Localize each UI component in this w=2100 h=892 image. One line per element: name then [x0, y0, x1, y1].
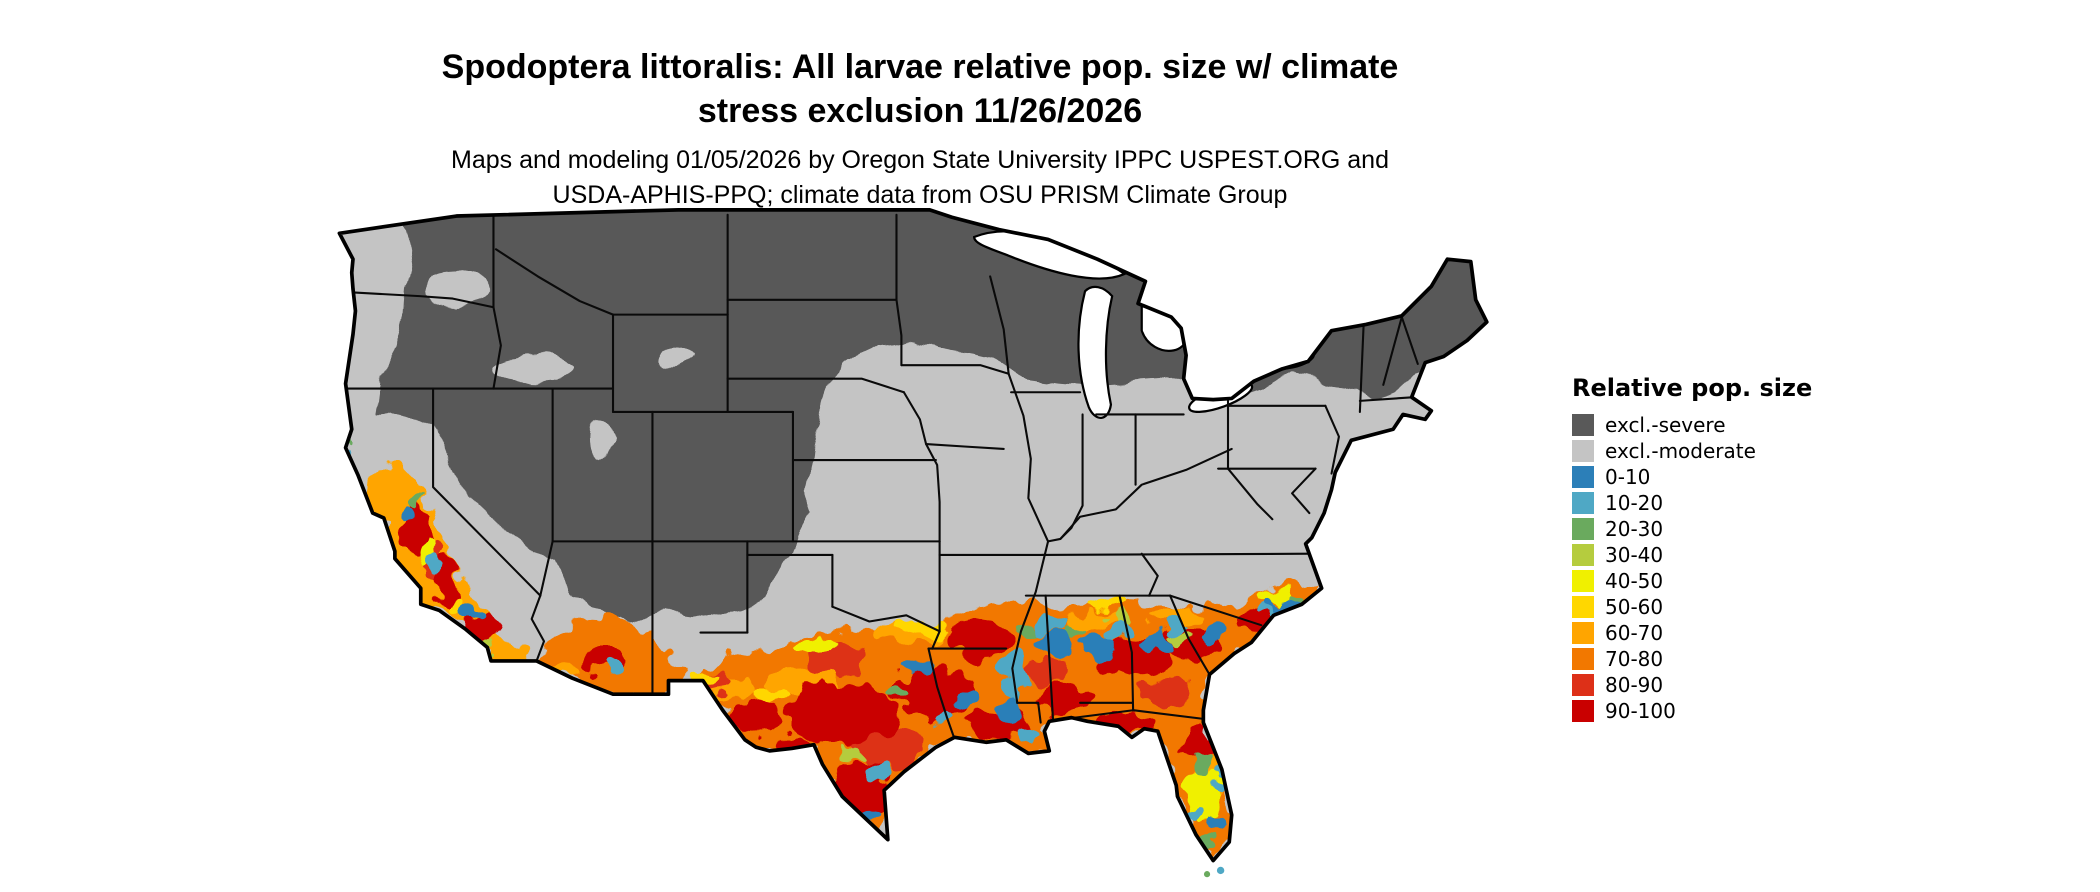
- map-subtitle-line2: USDA-APHIS-PPQ; climate data from OSU PR…: [552, 180, 1288, 209]
- legend-item: 0-10: [1572, 465, 1812, 489]
- legend-swatch: [1572, 674, 1594, 696]
- legend-item: 60-70: [1572, 621, 1812, 645]
- legend-items: excl.-severe excl.-moderate 0-10 10-20 20-30…: [1572, 413, 1812, 723]
- legend-swatch: [1572, 466, 1594, 488]
- legend-swatch: [1572, 414, 1594, 436]
- legend-label: 20-30: [1605, 517, 1664, 541]
- legend-label: 60-70: [1605, 621, 1664, 645]
- map-title-line1: Spodoptera littoralis: All larvae relati…: [441, 47, 1399, 86]
- legend-swatch: [1572, 648, 1594, 670]
- us-map: [337, 208, 1489, 878]
- legend-label: 50-60: [1605, 595, 1664, 619]
- legend-item: 70-80: [1572, 647, 1812, 671]
- legend-label: excl.-moderate: [1605, 439, 1756, 463]
- legend-label: 0-10: [1605, 465, 1651, 489]
- legend-label: 10-20: [1605, 491, 1664, 515]
- legend-item: 50-60: [1572, 595, 1812, 619]
- legend-item: 10-20: [1572, 491, 1812, 515]
- legend-swatch: [1572, 570, 1594, 592]
- legend: Relative pop. size excl.-severe excl.-mod…: [1572, 374, 1812, 726]
- legend-swatch: [1572, 596, 1594, 618]
- legend-item: 40-50: [1572, 569, 1812, 593]
- legend-title: Relative pop. size: [1572, 374, 1813, 402]
- legend-label: 70-80: [1605, 647, 1664, 671]
- map-subtitle: Maps and modeling 01/05/2026 by Oregon S…: [0, 143, 1840, 212]
- map-title: Spodoptera littoralis: All larvae relati…: [0, 45, 1840, 133]
- legend-label: 80-90: [1605, 673, 1664, 697]
- legend-item: 90-100: [1572, 699, 1812, 723]
- legend-item: 20-30: [1572, 517, 1812, 541]
- legend-item: 80-90: [1572, 673, 1812, 697]
- legend-swatch: [1572, 544, 1594, 566]
- map-subtitle-line1: Maps and modeling 01/05/2026 by Oregon S…: [451, 146, 1389, 174]
- legend-label: 30-40: [1605, 543, 1664, 567]
- state-borders: [344, 213, 1419, 740]
- legend-swatch: [1572, 440, 1594, 462]
- population-raster: [347, 437, 1322, 861]
- lake-michigan: [1077, 285, 1114, 419]
- legend-item: excl.-severe: [1572, 413, 1812, 437]
- legend-swatch: [1572, 518, 1594, 540]
- legend-item: 30-40: [1572, 543, 1812, 567]
- map-title-line2: stress exclusion 11/26/2026: [697, 91, 1143, 130]
- legend-swatch: [1572, 700, 1594, 722]
- legend-item: excl.-moderate: [1572, 439, 1812, 463]
- legend-label: 40-50: [1605, 569, 1664, 593]
- legend-label: excl.-severe: [1605, 413, 1726, 437]
- legend-label: 90-100: [1605, 699, 1676, 723]
- florida-keys: [1203, 866, 1225, 878]
- legend-swatch: [1572, 622, 1594, 644]
- legend-swatch: [1572, 492, 1594, 514]
